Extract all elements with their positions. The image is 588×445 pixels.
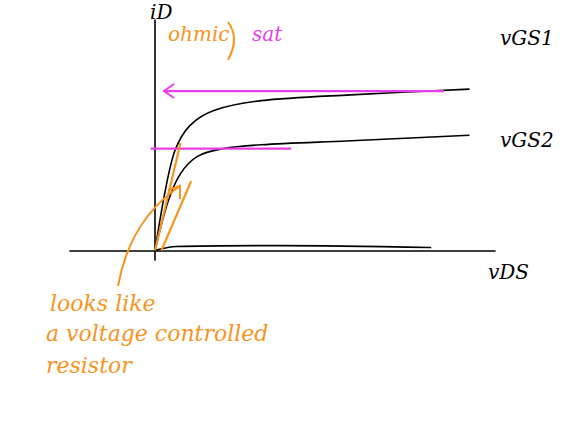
svg-text:a voltage controlled: a voltage controlled: [46, 321, 268, 346]
svg-text:resistor: resistor: [46, 353, 133, 378]
svg-text:vDS: vDS: [488, 260, 529, 284]
svg-text:vGS2: vGS2: [500, 128, 554, 152]
svg-text:iD: iD: [150, 0, 172, 24]
svg-text:looks like: looks like: [50, 291, 156, 316]
svg-text:ohmic: ohmic: [168, 22, 229, 46]
svg-text:sat: sat: [252, 22, 283, 46]
svg-text:vGS1: vGS1: [500, 26, 554, 50]
